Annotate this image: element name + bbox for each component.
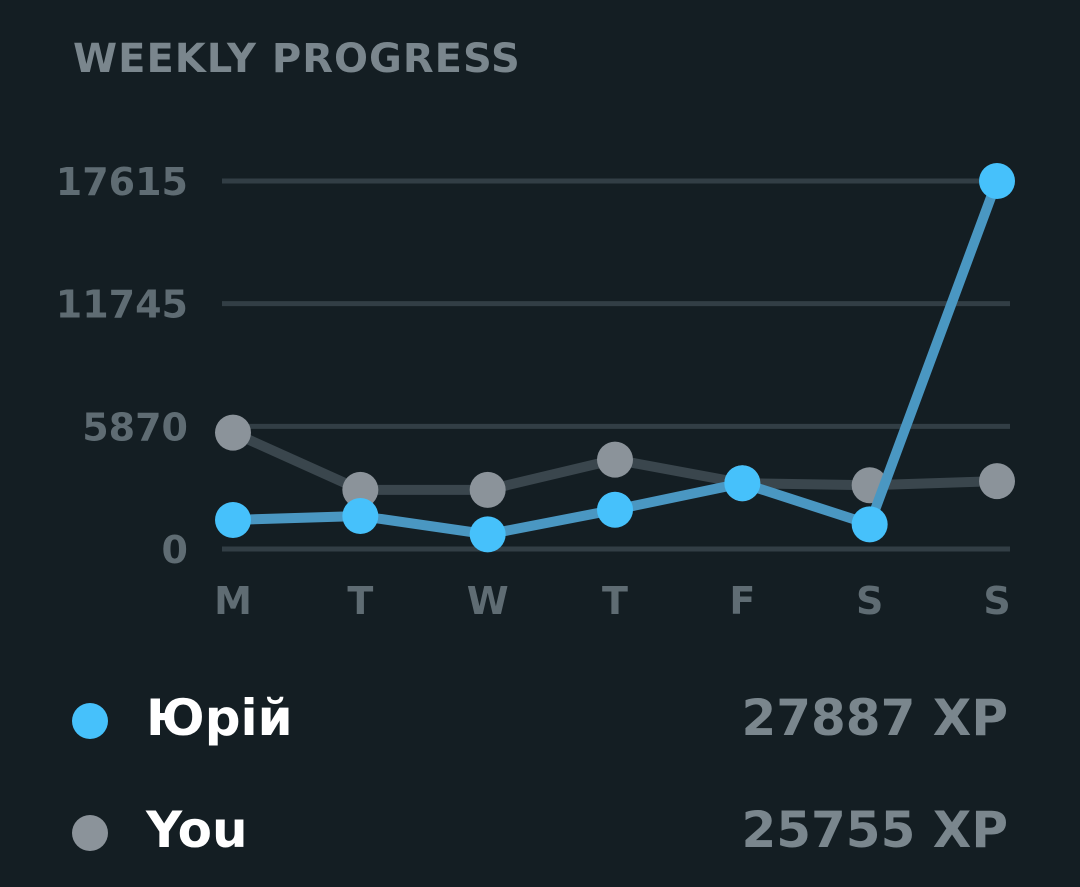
- legend-name-yurii: Юрій: [146, 689, 293, 747]
- weekly-progress-chart: 0 5870 11745 17615 M T W T F S S: [56, 160, 1015, 623]
- x-tick-label: W: [467, 579, 509, 623]
- series-point-1: [597, 491, 633, 528]
- y-tick-label: 5870: [82, 405, 188, 449]
- legend-dot-yurii: [72, 703, 108, 739]
- legend-name-you: You: [146, 801, 248, 859]
- grid-lines: [222, 178, 1010, 552]
- series-point-0: [597, 441, 633, 478]
- series-point-1: [342, 497, 379, 534]
- series-point-1: [851, 506, 888, 543]
- legend-dot-you: [72, 815, 108, 851]
- series-point-1: [724, 465, 761, 502]
- series-point-1: [469, 516, 506, 553]
- x-tick-label: T: [347, 579, 373, 623]
- series-point-0: [215, 414, 251, 451]
- series-point-0: [342, 471, 379, 508]
- series-point-1: [215, 501, 251, 538]
- legend-item-you: You 25755 XP: [72, 795, 1008, 875]
- x-tick-label: M: [214, 579, 252, 623]
- series-point-0: [979, 463, 1015, 500]
- legend-xp-yurii: 27887 XP: [741, 689, 1008, 747]
- legend-xp-you: 25755 XP: [741, 801, 1008, 859]
- x-tick-label: S: [983, 579, 1010, 623]
- legend-item-yurii: Юрій 27887 XP: [72, 683, 1008, 763]
- y-tick-label: 11745: [56, 283, 188, 327]
- y-axis-ticks: 0 5870 11745 17615: [56, 160, 188, 572]
- series-point-0: [469, 471, 506, 508]
- x-tick-label: T: [602, 579, 628, 623]
- x-tick-label: S: [856, 579, 883, 623]
- x-tick-label: F: [729, 579, 755, 623]
- y-tick-label: 0: [162, 528, 188, 572]
- chart-title: WEEKLY PROGRESS: [73, 36, 521, 82]
- y-tick-label: 17615: [56, 160, 188, 204]
- series-group: [215, 163, 1015, 553]
- series-point-1: [979, 163, 1015, 199]
